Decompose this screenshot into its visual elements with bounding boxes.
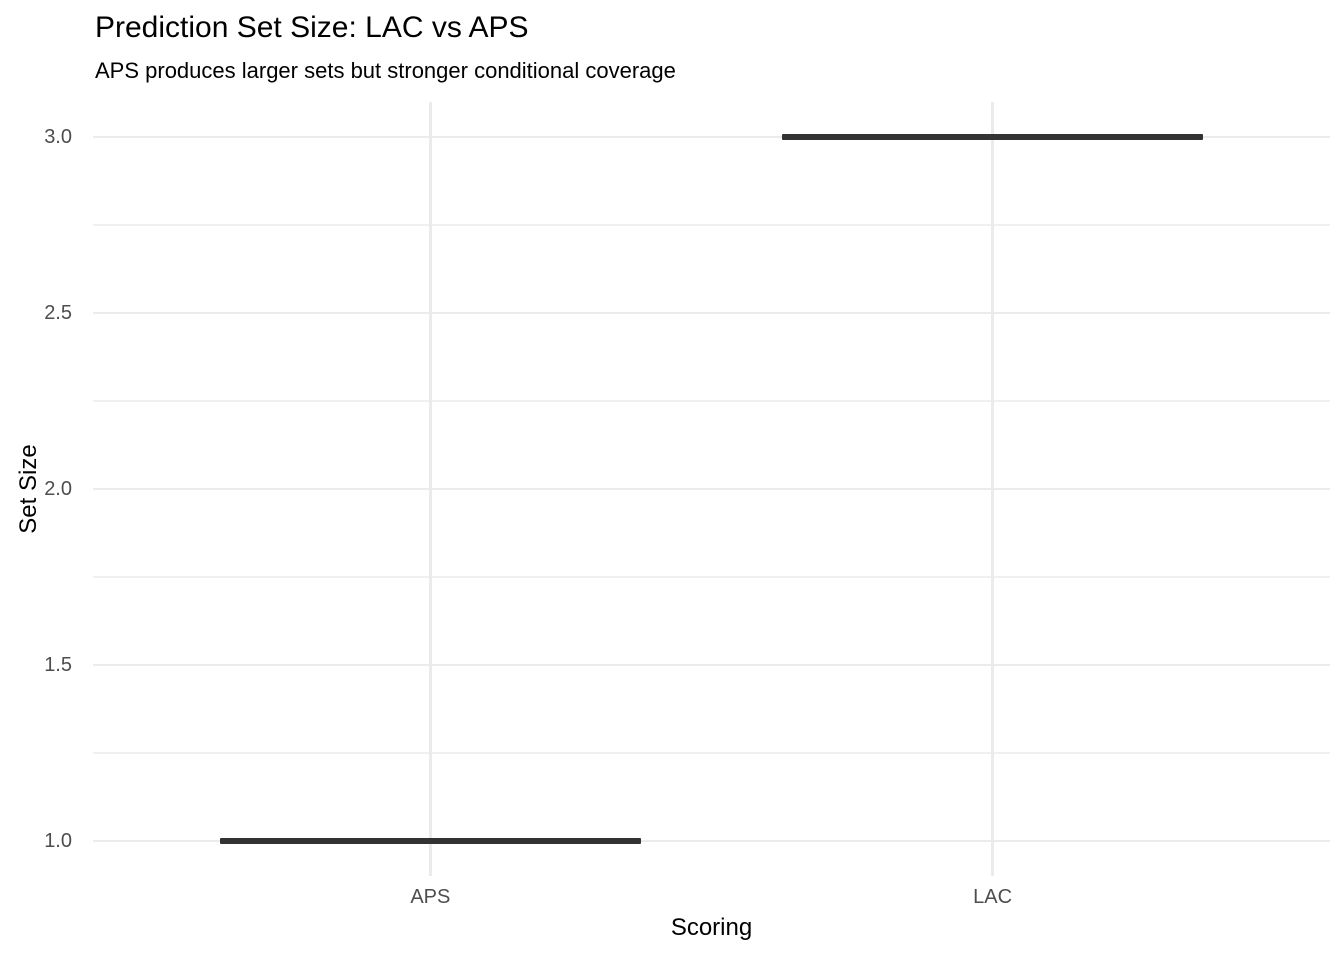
x-axis-tick-label: APS (410, 886, 451, 908)
plot-panel (93, 102, 1330, 876)
y-axis-tick-label: 3.0 (44, 126, 72, 149)
x-major-gridline (991, 102, 994, 876)
chart-subtitle: APS produces larger sets but stronger co… (95, 58, 676, 83)
set-size-bar-lac (781, 134, 1204, 141)
y-major-gridline (93, 311, 1330, 315)
y-axis-tick-label: 2.5 (44, 302, 72, 325)
y-major-gridline (93, 135, 1330, 139)
y-minor-gridline (93, 576, 1330, 578)
set-size-bar-aps (219, 837, 642, 844)
y-major-gridline (93, 839, 1330, 843)
x-axis-tick-label: LAC (973, 886, 1013, 908)
chart-title: Prediction Set Size: LAC vs APS (95, 11, 529, 44)
y-axis-tick-label: 1.0 (44, 829, 72, 852)
y-axis-tick-label: 1.5 (44, 653, 72, 676)
x-axis-title: Scoring (670, 914, 753, 941)
y-major-gridline (93, 487, 1330, 491)
y-axis-tick-label: 2.0 (44, 478, 72, 500)
y-minor-gridline (93, 400, 1330, 402)
y-major-gridline (93, 663, 1330, 667)
y-minor-gridline (93, 752, 1330, 754)
y-minor-gridline (93, 224, 1330, 226)
x-major-gridline (429, 102, 432, 876)
